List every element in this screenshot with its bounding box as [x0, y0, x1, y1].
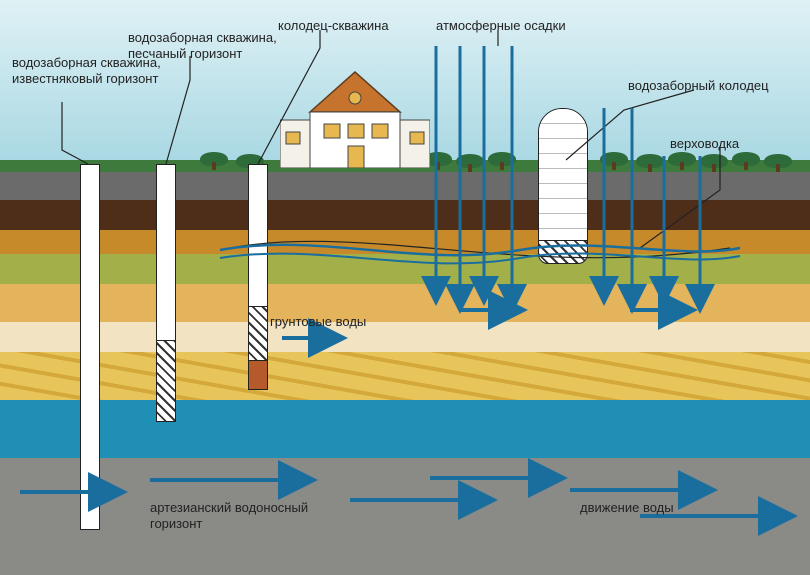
- layer-aquifer: [0, 400, 810, 458]
- tree: [600, 148, 628, 170]
- tree: [200, 148, 228, 170]
- label-borehole-well: колодец-скважина: [278, 18, 389, 34]
- well-intake: [538, 108, 588, 242]
- label-water-flow: движение воды: [580, 500, 674, 516]
- diagram-stage: водозаборная скважина, известняковый гор…: [0, 0, 810, 575]
- layer-tan-sand: [0, 284, 810, 322]
- well-borehole-plug: [248, 360, 268, 390]
- house: [280, 68, 430, 168]
- well-sand: [156, 164, 176, 342]
- layer-topsoil: [0, 172, 810, 200]
- label-intake-well: водозаборный колодец: [628, 78, 769, 94]
- house-window: [286, 132, 300, 144]
- well-borehole-filter: [248, 306, 268, 362]
- label-artesian: артезианский водоносный горизонт: [150, 500, 308, 531]
- house-window: [324, 124, 340, 138]
- tree: [764, 150, 792, 172]
- layer-pale-sand: [0, 322, 810, 352]
- label-perched-water: верховодка: [670, 136, 739, 152]
- layer-green-clay: [0, 254, 810, 284]
- layer-yellow-sand: [0, 352, 810, 400]
- label-precipitation: атмосферные осадки: [436, 18, 566, 34]
- attic-window: [349, 92, 361, 104]
- layer-ochre: [0, 230, 810, 254]
- house-window: [372, 124, 388, 138]
- well-limestone: [80, 164, 100, 530]
- house-window: [348, 124, 364, 138]
- well-sand-filter: [156, 340, 176, 422]
- layer-bedrock: [0, 458, 810, 575]
- layer-brown-soil: [0, 200, 810, 230]
- tree: [636, 150, 664, 172]
- house-window: [410, 132, 424, 144]
- well-borehole: [248, 164, 268, 308]
- tree: [488, 148, 516, 170]
- well-intake-filter: [538, 240, 588, 264]
- label-limestone-well: водозаборная скважина, известняковый гор…: [12, 55, 122, 86]
- tree: [456, 150, 484, 172]
- tree: [700, 150, 728, 172]
- house-door: [348, 146, 364, 168]
- label-sand-well: водозаборная скважина, песчаный горизонт: [128, 30, 277, 61]
- label-groundwater: грунтовые воды: [270, 314, 366, 330]
